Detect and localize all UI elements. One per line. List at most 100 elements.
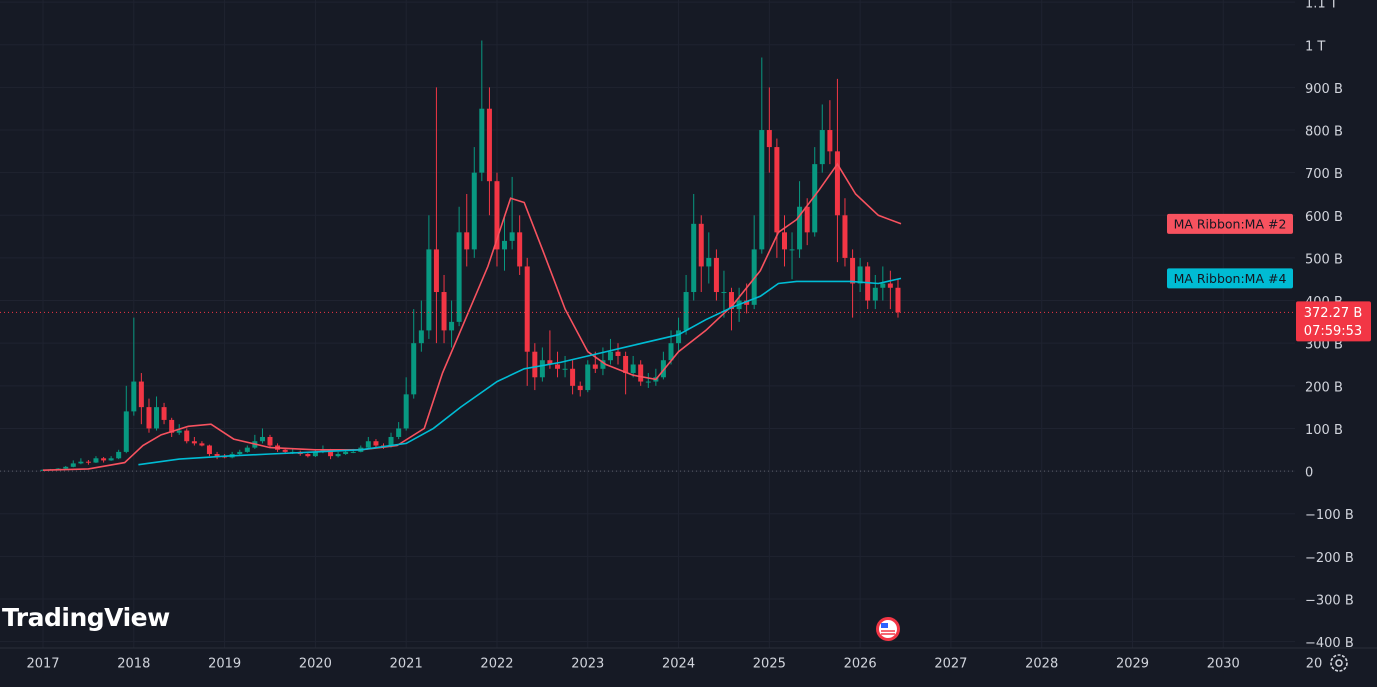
candle-body xyxy=(668,343,674,361)
candle-body xyxy=(676,330,682,344)
last-price-label: 372.27 B xyxy=(1304,306,1363,321)
x-tick-label: 2024 xyxy=(662,657,695,672)
candle-body xyxy=(335,454,341,457)
candle-body xyxy=(865,266,871,301)
candle-body xyxy=(728,292,734,310)
candle-body xyxy=(403,394,409,429)
candle-body xyxy=(562,368,568,370)
candle-body xyxy=(706,257,712,267)
candle-body xyxy=(524,266,530,352)
candle-body xyxy=(645,381,651,383)
candle-body xyxy=(433,249,439,293)
candle-body xyxy=(812,164,818,233)
candle-body xyxy=(774,147,780,233)
candle-body xyxy=(615,351,621,356)
y-tick-label: −200 B xyxy=(1305,551,1354,566)
candle-body xyxy=(123,411,129,452)
candle-body xyxy=(456,232,462,322)
candle-body xyxy=(494,181,500,250)
candle-body xyxy=(63,466,69,469)
candle-body xyxy=(449,321,455,331)
candle-body xyxy=(570,368,576,386)
candle-body xyxy=(698,223,704,267)
candle-body xyxy=(161,407,167,420)
x-tick-label: 2027 xyxy=(934,657,967,672)
candle-body xyxy=(471,172,477,250)
y-tick-label: 800 B xyxy=(1305,125,1343,140)
candle-body xyxy=(206,445,212,455)
candle-body xyxy=(184,430,190,442)
x-tick-label: 2026 xyxy=(844,657,877,672)
y-tick-label: −300 B xyxy=(1305,593,1354,608)
candle-body xyxy=(70,463,76,467)
ma-line xyxy=(42,162,902,471)
x-tick-label: 2020 xyxy=(299,657,332,672)
y-tick-label: −400 B xyxy=(1305,636,1354,651)
x-tick-label: 2021 xyxy=(390,657,423,672)
candle-body xyxy=(713,257,719,293)
candle-body xyxy=(895,287,901,313)
settings-icon[interactable] xyxy=(1330,654,1348,672)
candle-body xyxy=(600,360,606,369)
candle-body xyxy=(744,300,750,305)
candle-body xyxy=(78,461,84,464)
candle-body xyxy=(199,443,205,446)
candle-body xyxy=(191,441,197,444)
x-tick-label: 2028 xyxy=(1025,657,1058,672)
candle-body xyxy=(872,287,878,301)
candle-body xyxy=(396,428,402,437)
candle-body xyxy=(834,151,840,216)
candle-body xyxy=(623,355,629,374)
candle-body xyxy=(781,232,787,250)
candle-body xyxy=(108,458,114,461)
candle-body xyxy=(592,364,598,369)
last-price-box xyxy=(1296,301,1371,342)
candle-body xyxy=(479,108,485,173)
candle-body xyxy=(577,385,583,391)
x-tick-label: 2018 xyxy=(117,657,150,672)
candle-body xyxy=(880,283,886,288)
candle-body xyxy=(328,449,334,457)
candle-body xyxy=(350,451,356,453)
y-tick-label: 900 B xyxy=(1305,82,1343,97)
candle-body xyxy=(373,441,379,446)
candle-body xyxy=(85,461,91,463)
watermark: TradingView xyxy=(2,603,170,632)
candle-body xyxy=(464,232,470,250)
candle-body xyxy=(683,292,689,331)
candle-body xyxy=(509,232,515,241)
y-tick-label: 700 B xyxy=(1305,167,1343,182)
ma-line xyxy=(138,277,902,466)
candle-body xyxy=(547,360,553,365)
candle-body xyxy=(827,130,833,152)
candle-body xyxy=(138,381,144,408)
candle-body xyxy=(486,108,492,182)
candle-body xyxy=(842,215,848,258)
candle-body xyxy=(660,360,666,378)
grid xyxy=(0,0,1295,648)
x-tick-label: 2019 xyxy=(208,657,241,672)
y-tick-label: 200 B xyxy=(1305,380,1343,395)
candle-body xyxy=(789,249,795,251)
y-tick-label: 1.1 T xyxy=(1305,0,1338,12)
candle-body xyxy=(154,407,160,429)
candle-body xyxy=(131,381,137,412)
candle-body xyxy=(388,436,394,447)
plot xyxy=(0,40,1295,471)
x-tick-label: 2017 xyxy=(26,657,59,672)
candle-body xyxy=(691,223,697,293)
y-tick-label: −100 B xyxy=(1305,508,1354,523)
x-tick-label: 2025 xyxy=(753,657,786,672)
x-tick-label: 20 xyxy=(1306,657,1323,672)
candle-body xyxy=(759,130,765,250)
y-tick-label: 1 T xyxy=(1305,39,1325,54)
candle-body xyxy=(630,364,636,374)
candle-body xyxy=(857,266,863,284)
candle-body xyxy=(797,206,803,250)
candle-body xyxy=(116,451,122,459)
candle-body xyxy=(176,430,182,433)
candle-body xyxy=(607,351,613,361)
y-tick-label: 600 B xyxy=(1305,210,1343,225)
candle-body xyxy=(850,257,856,284)
